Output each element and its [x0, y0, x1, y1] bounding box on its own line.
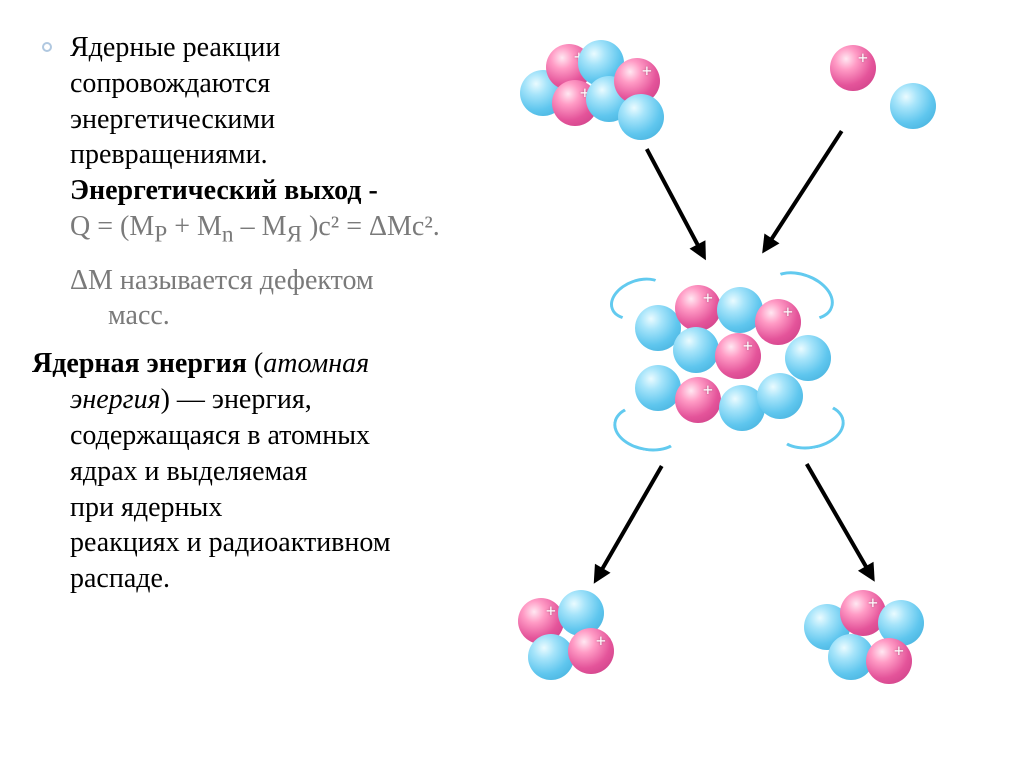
fq-y: Я	[286, 222, 302, 248]
t-line4: превращениями.	[70, 139, 268, 170]
paragraph-1: Ядерные реакции сопровождаются энергетич…	[70, 30, 480, 251]
t-line10b: ) — энергия,	[161, 384, 312, 415]
proton-icon	[568, 628, 614, 674]
t-line5a: Энергетический выход -	[70, 175, 378, 206]
neutron-icon	[528, 634, 574, 680]
fq-b: + M	[167, 211, 222, 242]
neutron-icon	[785, 335, 831, 381]
bullet-dot-icon	[42, 42, 52, 52]
t-line2: сопровождаются	[70, 68, 270, 99]
formula-q: Q = (MP + Mn – MЯ )c² = ΔMc².	[70, 211, 440, 242]
t-line11: содержащаяся в атомных	[32, 418, 370, 454]
neutron-icon	[757, 373, 803, 419]
t-line15: распаде.	[32, 561, 170, 597]
paragraph-2: ΔM называется дефектом масс.	[70, 263, 480, 335]
t-line9a: Ядерная энергия	[32, 348, 247, 379]
paragraph-3: Ядерная энергия (атомная энергия) — энер…	[32, 346, 480, 597]
fission-diagram	[490, 30, 1004, 737]
neutron-icon	[673, 327, 719, 373]
t-line3: энергетическими	[70, 104, 275, 135]
fq-a: Q = (M	[70, 211, 154, 242]
fq-c: – M	[234, 211, 287, 242]
neutron-icon	[890, 83, 936, 129]
t-line1: Ядерные реакции	[70, 32, 280, 63]
neutron-icon	[635, 365, 681, 411]
proton-icon	[866, 638, 912, 684]
text-column: Ядерные реакции сопровождаются энергетич…	[20, 30, 490, 737]
t-line12: ядрах и выделяемая	[32, 454, 307, 490]
t-line9b: (	[247, 348, 263, 379]
bullet-block-1: Ядерные реакции сопровождаются энергетич…	[70, 30, 480, 251]
neutron-icon	[618, 94, 664, 140]
t-line8: масс.	[70, 298, 170, 334]
fq-p: P	[154, 222, 167, 248]
proton-icon	[830, 45, 876, 91]
fq-n: n	[222, 222, 234, 248]
proton-icon	[715, 333, 761, 379]
t-line13: при ядерных	[32, 490, 222, 526]
t-line9c: атомная	[263, 348, 369, 379]
t-line14: реакциях и радиоактивном	[32, 525, 391, 561]
t-line7: ΔM называется дефектом	[70, 265, 374, 296]
t-line10a: энергия	[70, 384, 161, 415]
proton-icon	[675, 377, 721, 423]
proton-icon	[675, 285, 721, 331]
fq-d: )c² = ΔMc².	[302, 211, 440, 242]
